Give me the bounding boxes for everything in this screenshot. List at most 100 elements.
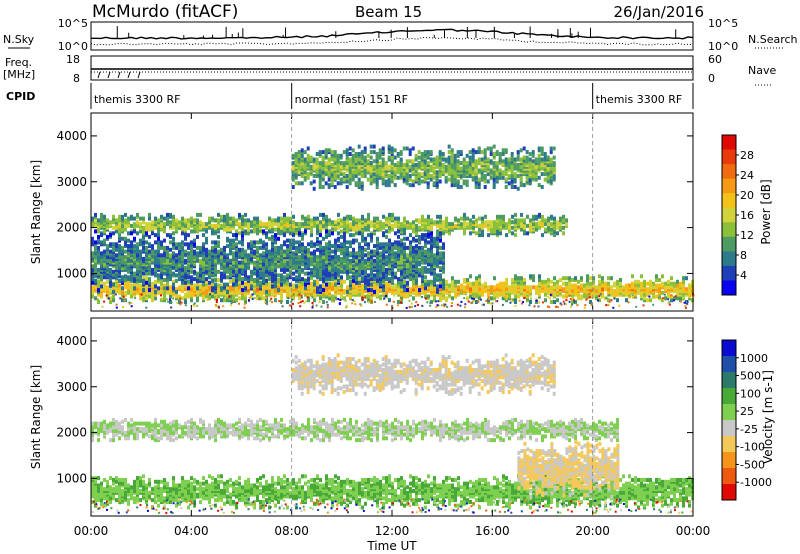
heatmap-cell	[546, 155, 550, 160]
heatmap-cell	[127, 275, 130, 280]
heatmap-cell	[157, 236, 160, 241]
heatmap-cell	[417, 161, 421, 166]
heatmap-cell	[543, 177, 547, 182]
heatmap-cell	[291, 161, 295, 166]
heatmap-cell	[124, 281, 127, 286]
heatmap-cell	[298, 227, 301, 232]
heatmap-cell	[403, 227, 406, 232]
heatmap-cell	[193, 283, 196, 288]
heatmap-cell	[664, 296, 667, 301]
heatmap-cell	[208, 280, 211, 285]
heatmap-cell	[343, 251, 346, 256]
heatmap-cell	[241, 253, 244, 258]
heatmap-cell	[510, 155, 514, 160]
heatmap-cell	[208, 249, 211, 254]
heatmap-cell	[559, 216, 562, 221]
heatmap-cell	[250, 279, 253, 284]
heatmap-cell	[325, 234, 328, 239]
heatmap-cell	[232, 255, 235, 260]
heatmap-cell	[160, 227, 163, 232]
heatmap-cell	[490, 229, 493, 234]
heatmap-cell	[643, 279, 646, 284]
heatmap-cell	[337, 276, 340, 281]
heatmap-cell	[304, 216, 307, 221]
heatmap-cell	[562, 218, 565, 223]
heatmap-cell	[435, 155, 439, 160]
heatmap-cell	[304, 278, 307, 283]
heatmap-cell	[492, 152, 496, 156]
heatmap-cell	[277, 222, 280, 227]
heatmap-cell	[349, 214, 352, 219]
heatmap-cell	[238, 279, 241, 284]
heatmap-cell	[157, 286, 160, 291]
heatmap-cell	[166, 258, 169, 263]
heatmap-cell	[619, 281, 622, 286]
heatmap-cell	[352, 283, 355, 288]
heatmap-cell	[516, 186, 520, 191]
heatmap-cell	[538, 225, 541, 230]
heatmap-cell	[268, 275, 271, 280]
heatmap-cell	[552, 175, 556, 180]
heatmap-cell	[334, 220, 337, 225]
heatmap-cell	[325, 271, 328, 276]
heatmap-cell	[481, 290, 484, 295]
heatmap-cell	[463, 285, 466, 290]
heatmap-cell	[526, 231, 529, 236]
heatmap-cell	[325, 214, 328, 219]
heatmap-cell	[339, 177, 343, 182]
heatmap-cell	[493, 276, 496, 281]
heatmap-cell	[226, 236, 229, 241]
heatmap-cell	[238, 285, 241, 290]
heatmap-cell	[478, 278, 481, 282]
heatmap-cell	[565, 281, 568, 286]
heatmap-cell	[580, 294, 583, 299]
heatmap-cell	[130, 290, 133, 295]
heatmap-cell	[574, 283, 577, 288]
heatmap-cell	[480, 161, 484, 166]
heatmap-cell	[166, 218, 169, 223]
heatmap-cell	[370, 233, 373, 238]
heatmap-cell	[502, 220, 505, 225]
heatmap-cell	[339, 161, 343, 166]
heatmap-cell	[568, 281, 571, 286]
heatmap-cell	[460, 290, 463, 295]
heatmap-cell	[256, 287, 259, 292]
heatmap-cell	[315, 164, 319, 169]
heatmap-cell	[667, 279, 670, 284]
heatmap-cell	[478, 216, 481, 221]
heatmap-cell	[343, 216, 346, 221]
heatmap-cell	[184, 266, 187, 271]
heatmap-cell	[505, 222, 508, 227]
heatmap-cell	[142, 278, 145, 283]
heatmap-cell	[325, 256, 328, 261]
heatmap-cell	[321, 170, 325, 175]
heatmap-cell	[534, 164, 538, 169]
heatmap-cell	[190, 229, 193, 234]
heatmap-cell	[294, 181, 298, 186]
heatmap-cell	[151, 220, 154, 225]
heatmap-cell	[376, 216, 379, 221]
heatmap-cell	[373, 273, 376, 278]
heatmap-cell	[318, 185, 322, 189]
heatmap-cell	[301, 262, 304, 267]
heatmap-cell	[445, 216, 448, 221]
heatmap-cell	[199, 258, 202, 263]
heatmap-cell	[610, 285, 613, 290]
nsearch-label: N.Search	[748, 33, 798, 46]
heatmap-cell	[145, 222, 148, 227]
heatmap-cell	[289, 282, 292, 287]
heatmap-cell	[136, 242, 139, 247]
heatmap-cell	[622, 285, 625, 290]
heatmap-cell	[124, 223, 127, 228]
heatmap-cell	[601, 279, 604, 284]
heatmap-cell	[459, 185, 463, 189]
heatmap-cell	[493, 296, 496, 301]
heatmap-cell	[202, 222, 205, 227]
heatmap-cell	[325, 218, 328, 223]
heatmap-cell	[414, 153, 418, 158]
heatmap-cell	[154, 296, 157, 301]
heatmap-cell	[277, 227, 280, 232]
heatmap-cell	[253, 220, 256, 225]
heatmap-cell	[538, 278, 541, 282]
heatmap-cell	[220, 251, 223, 256]
